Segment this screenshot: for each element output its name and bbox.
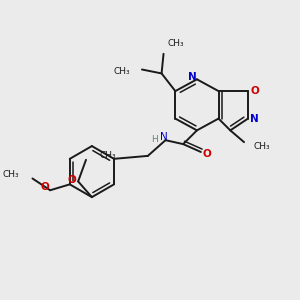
Text: CH₃: CH₃ — [2, 170, 19, 179]
Text: CH₃: CH₃ — [100, 152, 116, 160]
Text: O: O — [68, 176, 76, 185]
Text: O: O — [250, 86, 259, 96]
Text: O: O — [41, 182, 50, 192]
Text: N: N — [160, 132, 167, 142]
Text: CH₃: CH₃ — [167, 40, 184, 49]
Text: H: H — [151, 135, 158, 144]
Text: N: N — [188, 72, 196, 82]
Text: CH₃: CH₃ — [254, 142, 271, 151]
Text: O: O — [202, 149, 211, 159]
Text: N: N — [250, 114, 259, 124]
Text: CH₃: CH₃ — [113, 67, 130, 76]
